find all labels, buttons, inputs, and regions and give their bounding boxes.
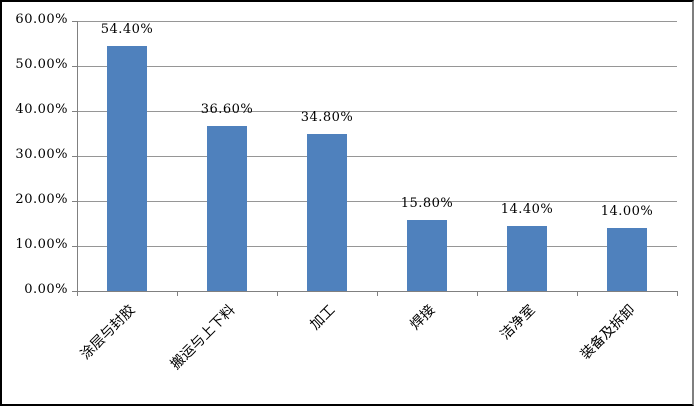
x-axis-tick xyxy=(277,291,278,296)
x-axis-category-label: 搬运与上下料 xyxy=(167,302,239,373)
bar-value-label: 14.40% xyxy=(500,202,554,218)
bar xyxy=(307,134,347,291)
x-axis-tick xyxy=(677,291,678,296)
bar xyxy=(207,126,247,291)
y-axis-label: 60.00% xyxy=(15,12,68,27)
x-axis-tick xyxy=(477,291,478,296)
x-axis-tick xyxy=(77,291,78,296)
y-axis-tick xyxy=(72,20,77,22)
gridline xyxy=(77,155,677,157)
gridline xyxy=(77,245,677,247)
y-axis-tick xyxy=(72,110,77,112)
bar-value-label: 14.00% xyxy=(600,204,654,219)
gridline xyxy=(77,200,677,202)
y-axis-label: 20.00% xyxy=(15,192,68,207)
x-axis-category-label: 加工 xyxy=(307,302,339,334)
x-axis-category-label: 装备及拆卸 xyxy=(577,302,639,363)
x-axis-category-label: 涂层与封胶 xyxy=(77,302,139,363)
bar-value-label: 34.80% xyxy=(300,110,354,126)
gridline xyxy=(77,110,677,112)
y-axis-label: 50.00% xyxy=(15,57,68,72)
bar xyxy=(407,219,447,291)
bar-value-label: 15.80% xyxy=(400,195,454,211)
bar xyxy=(607,228,647,291)
x-axis-category-label: 焊接 xyxy=(407,302,439,334)
y-axis-line xyxy=(77,21,78,291)
gridline xyxy=(77,65,677,67)
y-axis-label: 0.00% xyxy=(24,282,68,297)
x-axis-tick xyxy=(177,291,178,296)
y-axis-tick xyxy=(72,245,77,247)
y-axis-tick xyxy=(72,200,77,202)
bar-value-label: 54.40% xyxy=(100,22,154,38)
gridline xyxy=(77,20,677,22)
y-axis-tick xyxy=(72,155,77,157)
y-axis-tick xyxy=(72,65,77,67)
x-axis-tick xyxy=(377,291,378,296)
bar-value-label: 36.60% xyxy=(200,102,254,118)
y-axis-label: 10.00% xyxy=(15,237,68,252)
x-axis-tick xyxy=(577,291,578,296)
x-axis-category-label: 洁净室 xyxy=(497,302,539,344)
y-axis-tick xyxy=(72,290,77,292)
y-axis-label: 40.00% xyxy=(15,102,68,117)
bar xyxy=(107,46,147,291)
y-axis-label: 30.00% xyxy=(15,147,68,162)
bar xyxy=(507,226,547,291)
